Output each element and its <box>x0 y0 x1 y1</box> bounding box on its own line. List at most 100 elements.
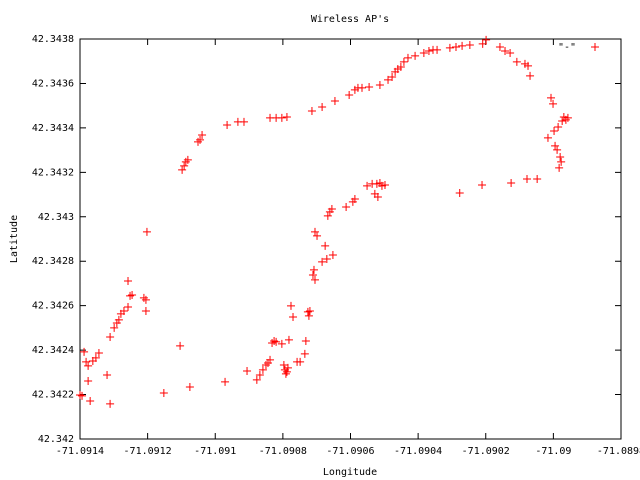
point <box>465 41 474 49</box>
point <box>501 47 510 55</box>
x-tick-label: -71.0902 <box>462 446 510 457</box>
point <box>507 179 516 187</box>
point <box>384 75 393 84</box>
point <box>506 49 515 57</box>
x-tick-label: -71.0912 <box>124 446 172 457</box>
point <box>555 163 564 172</box>
x-tick-label: -71.0914 <box>56 446 104 457</box>
point <box>310 227 319 236</box>
point <box>308 271 317 279</box>
point <box>178 165 187 174</box>
point <box>451 43 460 51</box>
point <box>124 303 133 311</box>
point <box>411 51 420 60</box>
point <box>433 45 442 54</box>
point <box>551 141 560 150</box>
x-tick-label: -71.091 <box>194 446 236 457</box>
point <box>281 369 290 378</box>
point <box>373 193 382 201</box>
point <box>181 157 190 166</box>
point <box>558 117 567 125</box>
point <box>243 367 252 375</box>
point <box>363 181 372 190</box>
point <box>106 399 115 408</box>
point <box>563 113 572 122</box>
point <box>82 357 91 366</box>
point <box>365 83 374 91</box>
point <box>128 291 137 299</box>
point <box>282 367 291 376</box>
point <box>194 137 203 146</box>
point <box>445 43 454 52</box>
point <box>561 115 570 124</box>
point <box>141 307 150 315</box>
point <box>119 307 128 315</box>
point <box>289 313 298 321</box>
y-tick-label: 42.3432 <box>32 167 74 178</box>
point <box>279 361 288 369</box>
point <box>482 35 491 44</box>
point <box>159 389 168 397</box>
point <box>94 349 103 357</box>
point <box>495 43 504 51</box>
y-tick-label: 42.3434 <box>32 123 74 134</box>
point <box>252 375 261 384</box>
y-tick-label: 42.3428 <box>32 256 74 267</box>
point <box>176 341 185 350</box>
point <box>277 339 286 348</box>
point <box>321 241 330 250</box>
point <box>328 251 337 259</box>
point <box>183 155 192 164</box>
point <box>255 371 264 379</box>
point <box>553 145 562 154</box>
y-tick-label: 42.343 <box>38 212 74 223</box>
point <box>399 57 408 66</box>
x-tick-label: -71.0904 <box>394 446 442 457</box>
y-tick-label: 42.3438 <box>32 34 74 45</box>
point <box>330 97 339 105</box>
point <box>396 63 405 71</box>
point <box>556 153 565 161</box>
point <box>549 99 558 108</box>
point <box>375 81 384 89</box>
point <box>272 337 281 346</box>
point <box>110 323 119 332</box>
point <box>124 277 133 285</box>
point <box>198 131 207 139</box>
point <box>512 57 521 66</box>
point <box>106 333 115 341</box>
point <box>300 349 309 358</box>
point <box>258 365 267 374</box>
point <box>557 157 566 166</box>
point <box>380 181 389 189</box>
point <box>357 83 366 92</box>
point <box>84 361 93 370</box>
point <box>304 311 313 320</box>
point <box>86 397 95 405</box>
point <box>403 53 412 62</box>
point <box>284 335 293 344</box>
point <box>78 391 87 400</box>
point <box>221 377 230 386</box>
point <box>277 113 286 122</box>
point <box>478 39 487 48</box>
y-tick-label: 42.3422 <box>32 390 74 401</box>
point <box>296 357 305 366</box>
point <box>76 391 84 399</box>
point <box>345 91 354 99</box>
x-tick-label: -71.0908 <box>259 446 307 457</box>
point <box>458 41 467 50</box>
point <box>524 61 533 70</box>
point <box>342 203 351 211</box>
point <box>350 195 359 203</box>
y-tick-label: 42.3436 <box>32 78 74 89</box>
point <box>318 257 327 266</box>
point <box>543 133 552 142</box>
y-tick-label: 42.3426 <box>32 301 74 312</box>
point <box>388 73 397 81</box>
point <box>261 361 270 369</box>
point <box>139 293 148 302</box>
point <box>283 363 292 372</box>
x-tick-label: -71.09 <box>535 446 571 457</box>
